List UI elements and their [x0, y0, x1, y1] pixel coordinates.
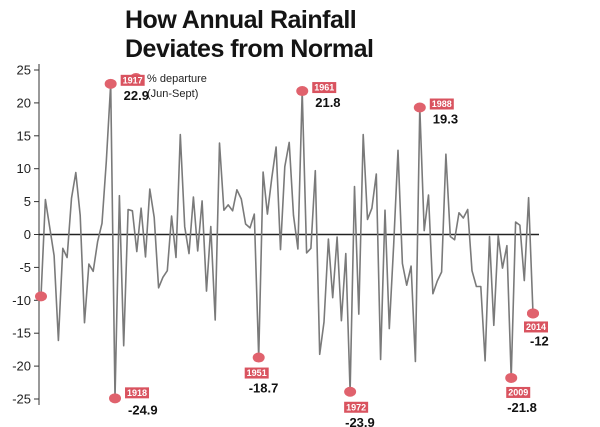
- annotation-year-label: 2014: [526, 322, 546, 332]
- y-tick-label: -15: [12, 326, 31, 341]
- rainfall-departure-line: [40, 83, 534, 400]
- annotation-year-box: [429, 98, 454, 110]
- annotation-point-1951: [252, 352, 265, 363]
- annotation-year-box: [244, 367, 269, 379]
- annotation-year-box: [312, 82, 337, 94]
- annotation-point-1988: [413, 102, 426, 113]
- annotation-year-label: 2009: [508, 387, 528, 397]
- annotation-year-label: 1988: [432, 99, 452, 109]
- annotation-value-label: 19.3: [433, 112, 458, 127]
- annotation-point-1961: [296, 86, 309, 97]
- y-tick-label: 15: [17, 128, 31, 143]
- annotation-year-box: [506, 386, 531, 398]
- annotation-year-label: 1961: [314, 83, 334, 93]
- annotation-value-label: 21.8: [315, 95, 340, 110]
- y-tick-label: 5: [24, 194, 31, 209]
- y-tick-label: -25: [12, 392, 31, 407]
- annotation-point-2014: [527, 308, 539, 319]
- y-tick-label: 10: [17, 161, 31, 176]
- y-tick-label: -20: [12, 359, 31, 374]
- annotation-value-label: -23.9: [345, 415, 375, 427]
- annotation-value-label: -21.8: [507, 400, 537, 415]
- annotation-value-label: -24.9: [128, 402, 158, 417]
- annotation-value-label: 22.9: [124, 88, 149, 103]
- annotation-year-box: [344, 401, 369, 413]
- annotation-value-label: -18.7: [249, 381, 279, 396]
- annotation-year-box: [524, 321, 548, 333]
- annotation-value-label: -12: [530, 333, 549, 348]
- y-tick-label: -5: [19, 260, 31, 275]
- y-tick-label: 20: [17, 95, 31, 110]
- annotation-year-label: 1951: [247, 368, 267, 378]
- highlight-point: [35, 291, 47, 302]
- annotation-point-2009: [505, 372, 518, 383]
- annotation-year-label: 1972: [346, 402, 366, 412]
- legend-sublabel: (Jun-Sept): [147, 88, 198, 100]
- chart-title-line2: Deviates from Normal: [125, 35, 374, 63]
- legend-label: % departure: [147, 73, 207, 85]
- chart-title-line1: How Annual Rainfall: [125, 6, 357, 34]
- annotation-point-1918: [109, 393, 122, 404]
- y-tick-label: 0: [24, 227, 31, 242]
- annotation-point-1972: [344, 386, 357, 397]
- annotation-year-label: 1917: [123, 75, 143, 85]
- annotation-year-box: [125, 387, 150, 399]
- annotation-point-1917: [104, 78, 117, 89]
- annotation-year-box: [120, 74, 145, 86]
- annotation-year-label: 1918: [127, 388, 147, 398]
- y-tick-label: -10: [12, 293, 31, 308]
- y-tick-label: 25: [17, 63, 31, 78]
- chart-title: How Annual Rainfall Deviates from Normal: [125, 6, 425, 64]
